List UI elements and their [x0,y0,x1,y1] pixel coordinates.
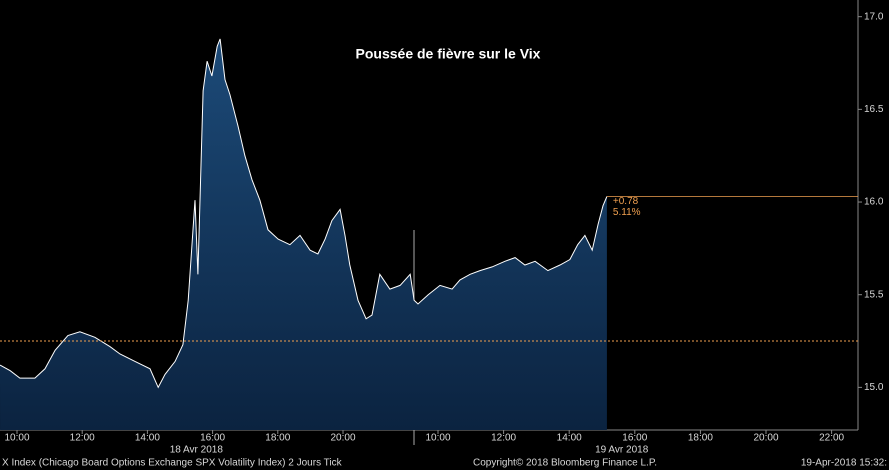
x-tick-label: 20:00 [753,433,778,444]
x-tick-label: 22:00 [819,433,844,444]
footer-copyright: Copyright© 2018 Bloomberg Finance L.P. [473,458,657,469]
x-tick-label: 12:00 [491,433,516,444]
y-tick-label: 15.5 [864,289,884,300]
x-tick-label: 14:00 [135,433,160,444]
y-tick-label: 17.0 [864,11,884,22]
line [0,38,608,389]
day-label: 18 Avr 2018 [170,445,224,456]
x-tick-label: 16:00 [200,433,225,444]
x-tick-label: 18:00 [265,433,290,444]
chart-title: Poussée de fièvre sur le Vix [356,46,541,62]
footer-source: X Index (Chicago Board Options Exchange … [2,458,343,469]
x-tick-label: 18:00 [688,433,713,444]
annotation: 5.11% [613,207,641,218]
x-tick-label: 10:00 [4,433,29,444]
x-tick-label: 20:00 [330,433,355,444]
footer-date: 19-Apr-2018 15:32: [801,458,887,469]
x-tick-label: 12:00 [70,433,95,444]
area [0,38,607,431]
annotation: +0.78 [613,196,639,207]
y-tick-label: 15.0 [864,382,884,393]
y-tick-label: 16.0 [864,197,884,208]
day-label: 19 Avr 2018 [595,445,649,456]
x-tick-label: 10:00 [425,433,450,444]
x-tick-label: 16:00 [622,433,647,444]
y-tick-label: 16.5 [864,104,884,115]
x-tick-label: 14:00 [557,433,582,444]
